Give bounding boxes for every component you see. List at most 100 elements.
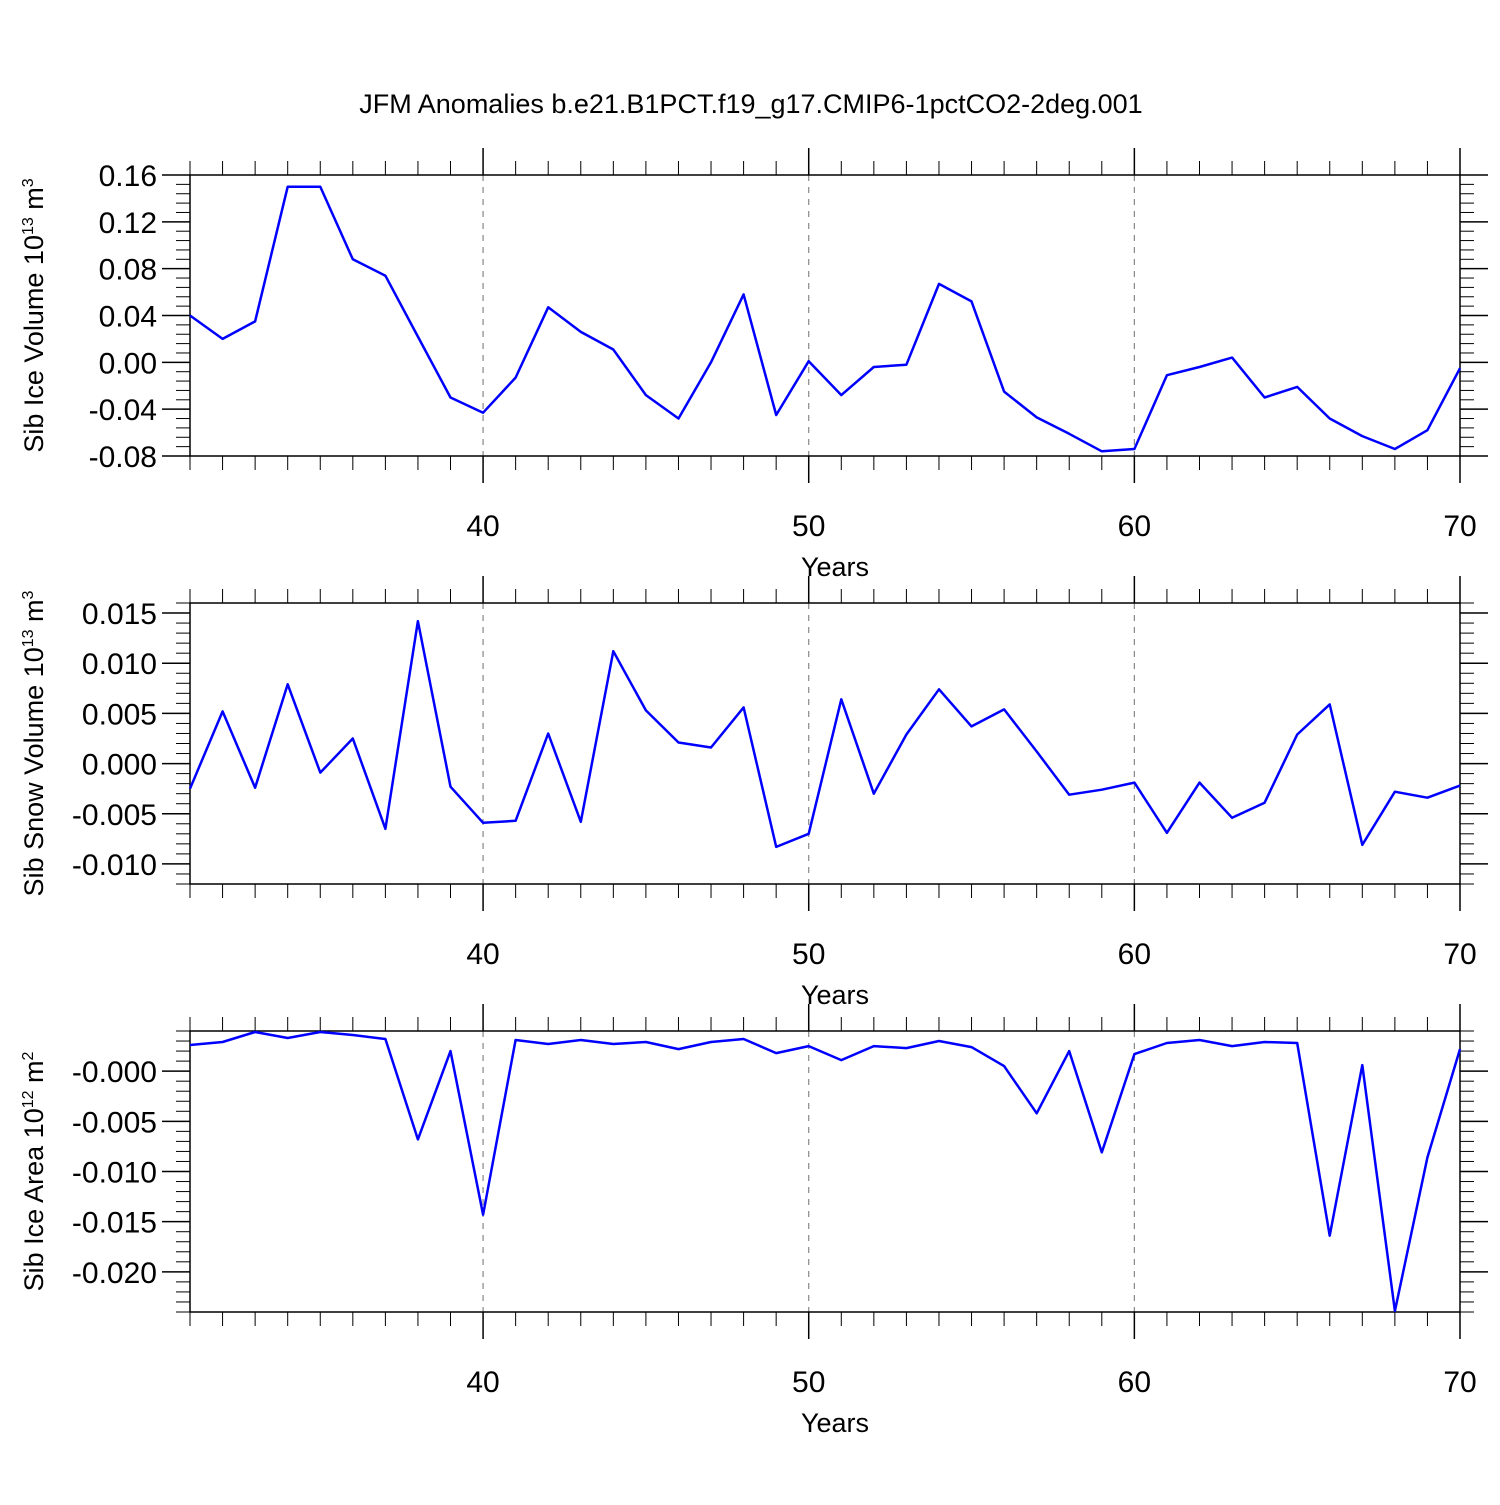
data-point [709,360,713,364]
x-tick-label: 60 [1118,1366,1151,1399]
data-point [1067,793,1071,797]
x-axis-label: Years [801,552,869,582]
data-point [904,1046,908,1050]
data-point [1067,432,1071,436]
data-point [1132,447,1136,451]
data-point [644,393,648,397]
x-tick-label: 40 [466,510,499,543]
data-point [872,1044,876,1048]
data-point [188,787,192,791]
plot-frame [189,602,1461,885]
data-point [742,292,746,296]
y-tick-label: -0.020 [72,1257,157,1290]
data-point [937,282,941,286]
y-tick-label: -0.010 [72,1157,157,1190]
data-point [1165,831,1169,835]
data-point [676,1047,680,1051]
data-point [449,785,453,789]
data-point [546,1042,550,1046]
data-point [1425,1155,1429,1159]
data-point [1295,385,1299,389]
data-point [872,792,876,796]
y-axis-label: Sib Ice Volume 1013 m3 [19,178,49,452]
data-point [1035,1111,1039,1115]
chart-panel-3: -0.020 -0.015 -0.010 -0.005 -0.000 40 50 60 70 Ye… [19,1004,1488,1438]
data-point [1458,1047,1462,1051]
data-point [1132,781,1136,785]
data-point [1393,447,1397,451]
data-point [546,731,550,735]
data-point [709,746,713,750]
plot-frame [189,1030,1461,1313]
data-point [286,1036,290,1040]
data-point [807,1044,811,1048]
data-point [1165,373,1169,377]
data-point [807,359,811,363]
data-point [1230,356,1234,360]
data-point [1197,1038,1201,1042]
data-point [644,708,648,712]
data-point [937,1039,941,1043]
data-point [253,319,257,323]
data-point [1458,366,1462,370]
series-line [189,185,1462,453]
data-point [611,1042,615,1046]
data-point [1132,1052,1136,1056]
data-point [1360,434,1364,438]
data-point [221,337,225,341]
chart-title: JFM Anomalies b.e21.B1PCT.f19_g17.CMIP6-… [359,89,1142,119]
data-point [904,732,908,736]
data-point [449,395,453,399]
x-tick-label: 40 [466,1366,499,1399]
data-point [1425,796,1429,800]
data-point [1295,732,1299,736]
data-point [481,411,485,415]
y-tick-label: -0.010 [72,849,157,882]
series-line [188,619,1461,849]
y-tick-label: -0.005 [72,799,157,832]
x-tick-label: 40 [466,938,499,971]
data-point [1328,1234,1332,1238]
data-point [579,330,583,334]
plot-frame [189,174,1461,457]
data-point [676,417,680,421]
data-point [416,1137,420,1141]
x-tick-label: 70 [1443,1366,1476,1399]
data-point [839,697,843,701]
data-point [253,1030,257,1034]
x-tick-label: 50 [792,510,825,543]
y-tick-label: -0.005 [72,1106,157,1139]
chart-panels: -0.08 -0.04 0.00 0.04 0.08 0.12 0.16 40 50 60 70 Ye… [19,148,1488,1438]
x-tick-label: 60 [1118,510,1151,543]
data-point [1002,707,1006,711]
data-point [221,1040,225,1044]
data-point [709,1040,713,1044]
data-point [546,305,550,309]
y-axis-label: Sib Snow Volume 1013 m3 [19,590,49,896]
data-point [416,335,420,339]
data-point [904,363,908,367]
data-point [579,1038,583,1042]
data-point [1263,1040,1267,1044]
data-point [839,393,843,397]
y-tick-label: -0.08 [89,441,157,474]
y-tick-label: -0.000 [72,1056,157,1089]
data-point [1035,415,1039,419]
x-tick-label: 70 [1443,510,1476,543]
y-tick-label: -0.04 [89,394,157,427]
data-point [1002,1064,1006,1068]
series-line [189,1030,1462,1313]
data-point [970,299,974,303]
data-point [1263,395,1267,399]
data-point [318,1030,322,1034]
data-point [449,1049,453,1053]
data-point [286,682,290,686]
data-point [839,1058,843,1062]
data-point [742,705,746,709]
data-point [742,1037,746,1041]
data-point [970,724,974,728]
y-tick-label: 0.08 [99,254,157,287]
data-point [807,832,811,836]
